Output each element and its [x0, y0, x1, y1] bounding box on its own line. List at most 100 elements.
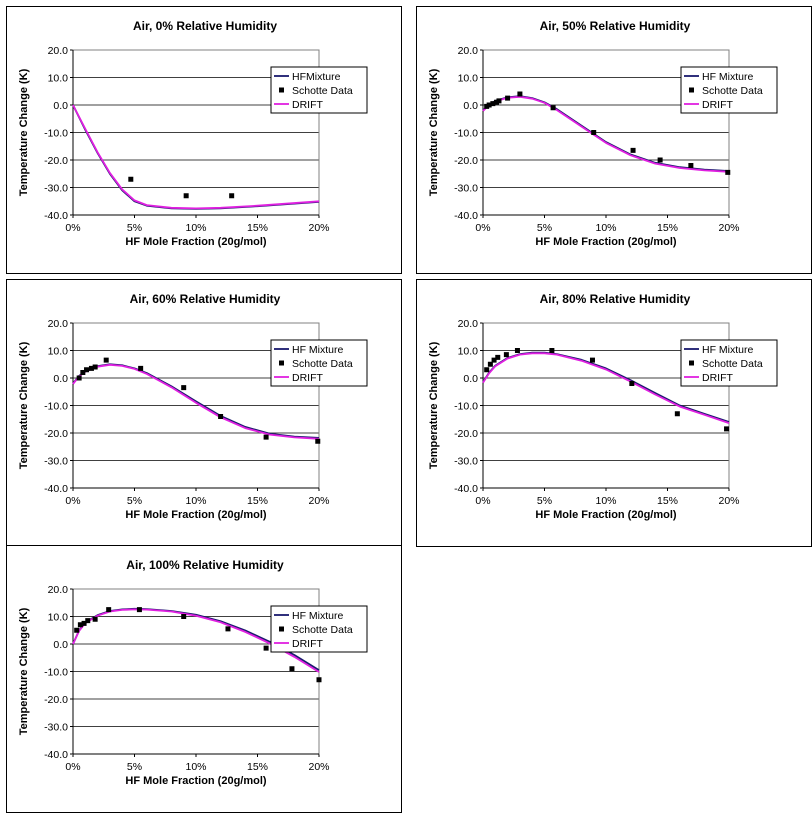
- x-axis-label: HF Mole Fraction (20g/mol): [125, 775, 267, 787]
- data-point: [92, 364, 98, 370]
- x-tick-label: 5%: [537, 495, 552, 507]
- data-point: [496, 98, 502, 104]
- legend-label: HF Mixture: [702, 344, 753, 356]
- legend-label: Schotte Data: [292, 358, 353, 370]
- data-point: [657, 157, 663, 163]
- data-point: [630, 147, 636, 153]
- data-point: [490, 101, 496, 107]
- data-point: [103, 357, 109, 363]
- chart-panel-rh-80: Air, 80% Relative Humidity 20.0 10.0 0.0 -10…: [416, 279, 812, 547]
- chart-svg: Air, 60% Relative Humidity 20.0 10.0 0.0 -10…: [18, 292, 368, 521]
- legend-label: HF Mixture: [702, 71, 753, 83]
- x-tick-label: 15%: [657, 222, 678, 234]
- data-point: [495, 354, 501, 360]
- series-line: [482, 352, 730, 424]
- legend-label: DRIFT: [292, 99, 323, 111]
- y-tick-label: 10.0: [458, 73, 479, 85]
- data-point: [315, 438, 321, 444]
- chart-panel-rh-50: Air, 50% Relative Humidity 20.0 10.0 0.0 -10…: [416, 6, 812, 274]
- y-axis-label: Temperature Change (K): [18, 607, 30, 735]
- data-point: [229, 193, 235, 199]
- data-point: [136, 607, 142, 613]
- data-point: [725, 169, 731, 175]
- x-tick-label: 5%: [127, 222, 142, 234]
- chart-panel-rh-60: Air, 60% Relative Humidity 20.0 10.0 0.0 -10…: [6, 279, 402, 547]
- data-point: [263, 434, 269, 440]
- y-tick-label: 0.0: [53, 100, 68, 112]
- x-tick-label: 20%: [308, 222, 329, 234]
- data-point: [589, 357, 595, 363]
- chart-panel-rh-100: Air, 100% Relative Humidity 20.0 10.0 0.0 -1…: [6, 545, 402, 813]
- x-tick-label: 0%: [475, 222, 490, 234]
- y-tick-label: -20.0: [44, 155, 68, 167]
- legend-label: Schotte Data: [292, 85, 353, 97]
- data-point: [88, 365, 94, 371]
- series-line: [72, 104, 320, 210]
- y-tick-label: -40.0: [44, 749, 68, 761]
- y-tick-label: -10.0: [44, 128, 68, 140]
- y-tick-label: -30.0: [44, 183, 68, 195]
- y-tick-label: 10.0: [48, 346, 69, 358]
- y-tick-label: -30.0: [44, 722, 68, 734]
- y-tick-label: -10.0: [454, 401, 478, 413]
- y-tick-label: 20.0: [48, 584, 69, 596]
- y-tick-label: -20.0: [454, 155, 478, 167]
- legend-box: [680, 66, 778, 114]
- legend-label: DRIFT: [292, 372, 323, 384]
- series-line: [72, 104, 320, 210]
- legend-label: HFMixture: [292, 71, 341, 83]
- y-tick-label: -10.0: [44, 401, 68, 413]
- chart-svg: Air, 50% Relative Humidity 20.0 10.0 0.0 -10…: [428, 19, 778, 248]
- x-tick-label: 15%: [657, 495, 678, 507]
- x-axis-label: HF Mole Fraction (20g/mol): [125, 509, 267, 521]
- data-point: [81, 620, 87, 626]
- data-point: [550, 105, 556, 111]
- x-tick-label: 15%: [247, 495, 268, 507]
- x-tick-label: 0%: [65, 222, 80, 234]
- data-point: [106, 607, 112, 613]
- chart-panel-rh-0: Air, 0% Relative Humidity 20.0 10.0 0.0 -10.…: [6, 6, 402, 274]
- legend-box: [270, 339, 368, 387]
- data-point: [316, 677, 322, 683]
- data-point: [128, 176, 134, 182]
- data-point: [84, 367, 90, 373]
- legend-box: [270, 66, 368, 114]
- x-tick-label: 5%: [127, 761, 142, 773]
- data-point: [674, 411, 680, 417]
- y-tick-label: 0.0: [53, 373, 68, 385]
- x-tick-label: 20%: [308, 761, 329, 773]
- x-axis-label: HF Mole Fraction (20g/mol): [125, 236, 267, 248]
- chart-svg: Air, 0% Relative Humidity 20.0 10.0 0.0 -10.…: [18, 19, 368, 248]
- legend-label: DRIFT: [292, 638, 323, 650]
- chart-svg: Air, 100% Relative Humidity 20.0 10.0 0.0 -1…: [18, 558, 368, 787]
- data-point: [138, 365, 144, 371]
- legend-label: DRIFT: [702, 372, 733, 384]
- legend-label: Schotte Data: [702, 358, 763, 370]
- y-tick-label: -20.0: [44, 428, 68, 440]
- y-tick-label: -40.0: [44, 483, 68, 495]
- data-point: [92, 616, 98, 622]
- y-axis-label: Temperature Change (K): [18, 68, 30, 196]
- y-tick-label: 20.0: [48, 318, 69, 330]
- x-tick-label: 15%: [247, 222, 268, 234]
- data-point: [85, 618, 91, 624]
- x-axis-label: HF Mole Fraction (20g/mol): [535, 509, 677, 521]
- data-point: [74, 627, 80, 633]
- x-tick-label: 20%: [308, 495, 329, 507]
- legend-box: [270, 605, 368, 653]
- chart-title: Air, 80% Relative Humidity: [540, 292, 691, 306]
- x-tick-label: 10%: [185, 761, 206, 773]
- data-point: [77, 622, 83, 628]
- chart-title: Air, 60% Relative Humidity: [130, 292, 281, 306]
- data-point: [181, 385, 187, 391]
- x-tick-label: 10%: [185, 495, 206, 507]
- data-point: [486, 102, 492, 108]
- y-tick-label: -30.0: [44, 456, 68, 468]
- data-point: [549, 348, 555, 353]
- legend-marker-swatch: [689, 360, 694, 366]
- x-tick-label: 0%: [65, 761, 80, 773]
- y-tick-label: -10.0: [44, 667, 68, 679]
- y-tick-label: 20.0: [458, 318, 479, 330]
- legend-label: HF Mixture: [292, 610, 343, 622]
- y-tick-label: -30.0: [454, 456, 478, 468]
